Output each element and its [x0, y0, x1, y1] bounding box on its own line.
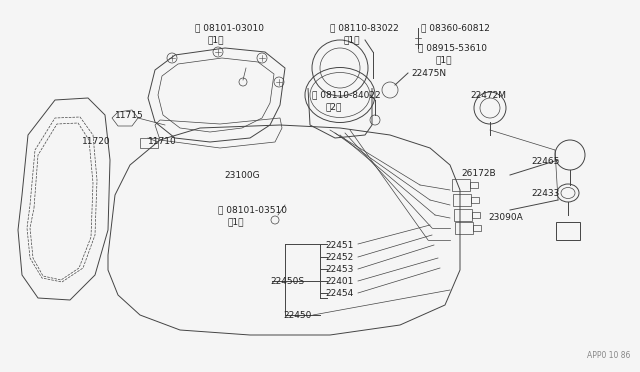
- Text: Ⓦ 08915-53610: Ⓦ 08915-53610: [418, 44, 487, 52]
- Text: 22450S: 22450S: [270, 276, 304, 285]
- Text: Ⓑ 08110-84022: Ⓑ 08110-84022: [312, 90, 381, 99]
- Text: APP0 10 86: APP0 10 86: [587, 351, 630, 360]
- Bar: [471, 197, 479, 203]
- Text: 22465: 22465: [531, 157, 559, 167]
- Text: 22433: 22433: [531, 189, 559, 198]
- Text: 22451: 22451: [325, 241, 353, 250]
- Text: Ⓑ 08110-83022: Ⓑ 08110-83022: [330, 23, 399, 32]
- Text: Ⓢ 08360-60812: Ⓢ 08360-60812: [421, 23, 490, 32]
- Bar: [470, 182, 478, 188]
- Text: 11715: 11715: [115, 110, 144, 119]
- Text: （1）: （1）: [343, 35, 360, 45]
- Bar: [454, 209, 472, 221]
- Text: 22450: 22450: [283, 311, 312, 320]
- Text: 22472M: 22472M: [470, 90, 506, 99]
- Text: 11720: 11720: [82, 138, 111, 147]
- Text: （2）: （2）: [325, 103, 341, 112]
- Text: （1）: （1）: [228, 218, 244, 227]
- Text: 22452: 22452: [325, 253, 353, 262]
- Bar: [473, 225, 481, 231]
- Bar: [472, 212, 480, 218]
- Text: 22454: 22454: [325, 289, 353, 298]
- Text: 23090A: 23090A: [488, 214, 523, 222]
- Text: Ⓑ 08101-03510: Ⓑ 08101-03510: [218, 205, 287, 215]
- Text: Ⓑ 08101-03010: Ⓑ 08101-03010: [195, 23, 264, 32]
- Text: 22401: 22401: [325, 276, 353, 285]
- Text: 23100G: 23100G: [224, 170, 260, 180]
- Text: 11710: 11710: [148, 138, 177, 147]
- Bar: [453, 194, 471, 206]
- Text: 22475N: 22475N: [411, 68, 446, 77]
- Text: （1）: （1）: [207, 35, 223, 45]
- Bar: [455, 222, 473, 234]
- Bar: [140, 138, 158, 148]
- Bar: [556, 222, 580, 240]
- Text: 26172B: 26172B: [461, 169, 495, 177]
- Text: 22453: 22453: [325, 264, 353, 273]
- Text: （1）: （1）: [435, 55, 451, 64]
- Bar: [452, 179, 470, 191]
